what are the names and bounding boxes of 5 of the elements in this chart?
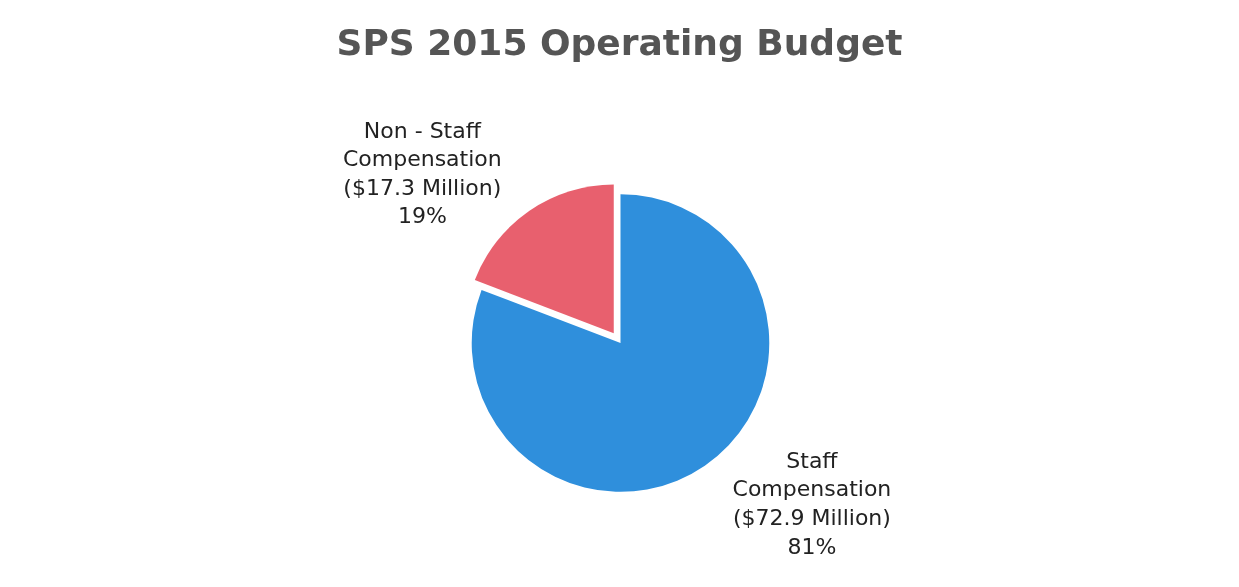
data-label: ($17.3 Million) 19% [343, 174, 502, 229]
slice-label: Non - Staff Compensation [342, 117, 502, 172]
chart-title: SPS 2015 Operating Budget [336, 21, 903, 63]
slice-label: Staff Compensation [732, 447, 892, 502]
data-label: ($72.9 Million) 81% [732, 505, 891, 559]
